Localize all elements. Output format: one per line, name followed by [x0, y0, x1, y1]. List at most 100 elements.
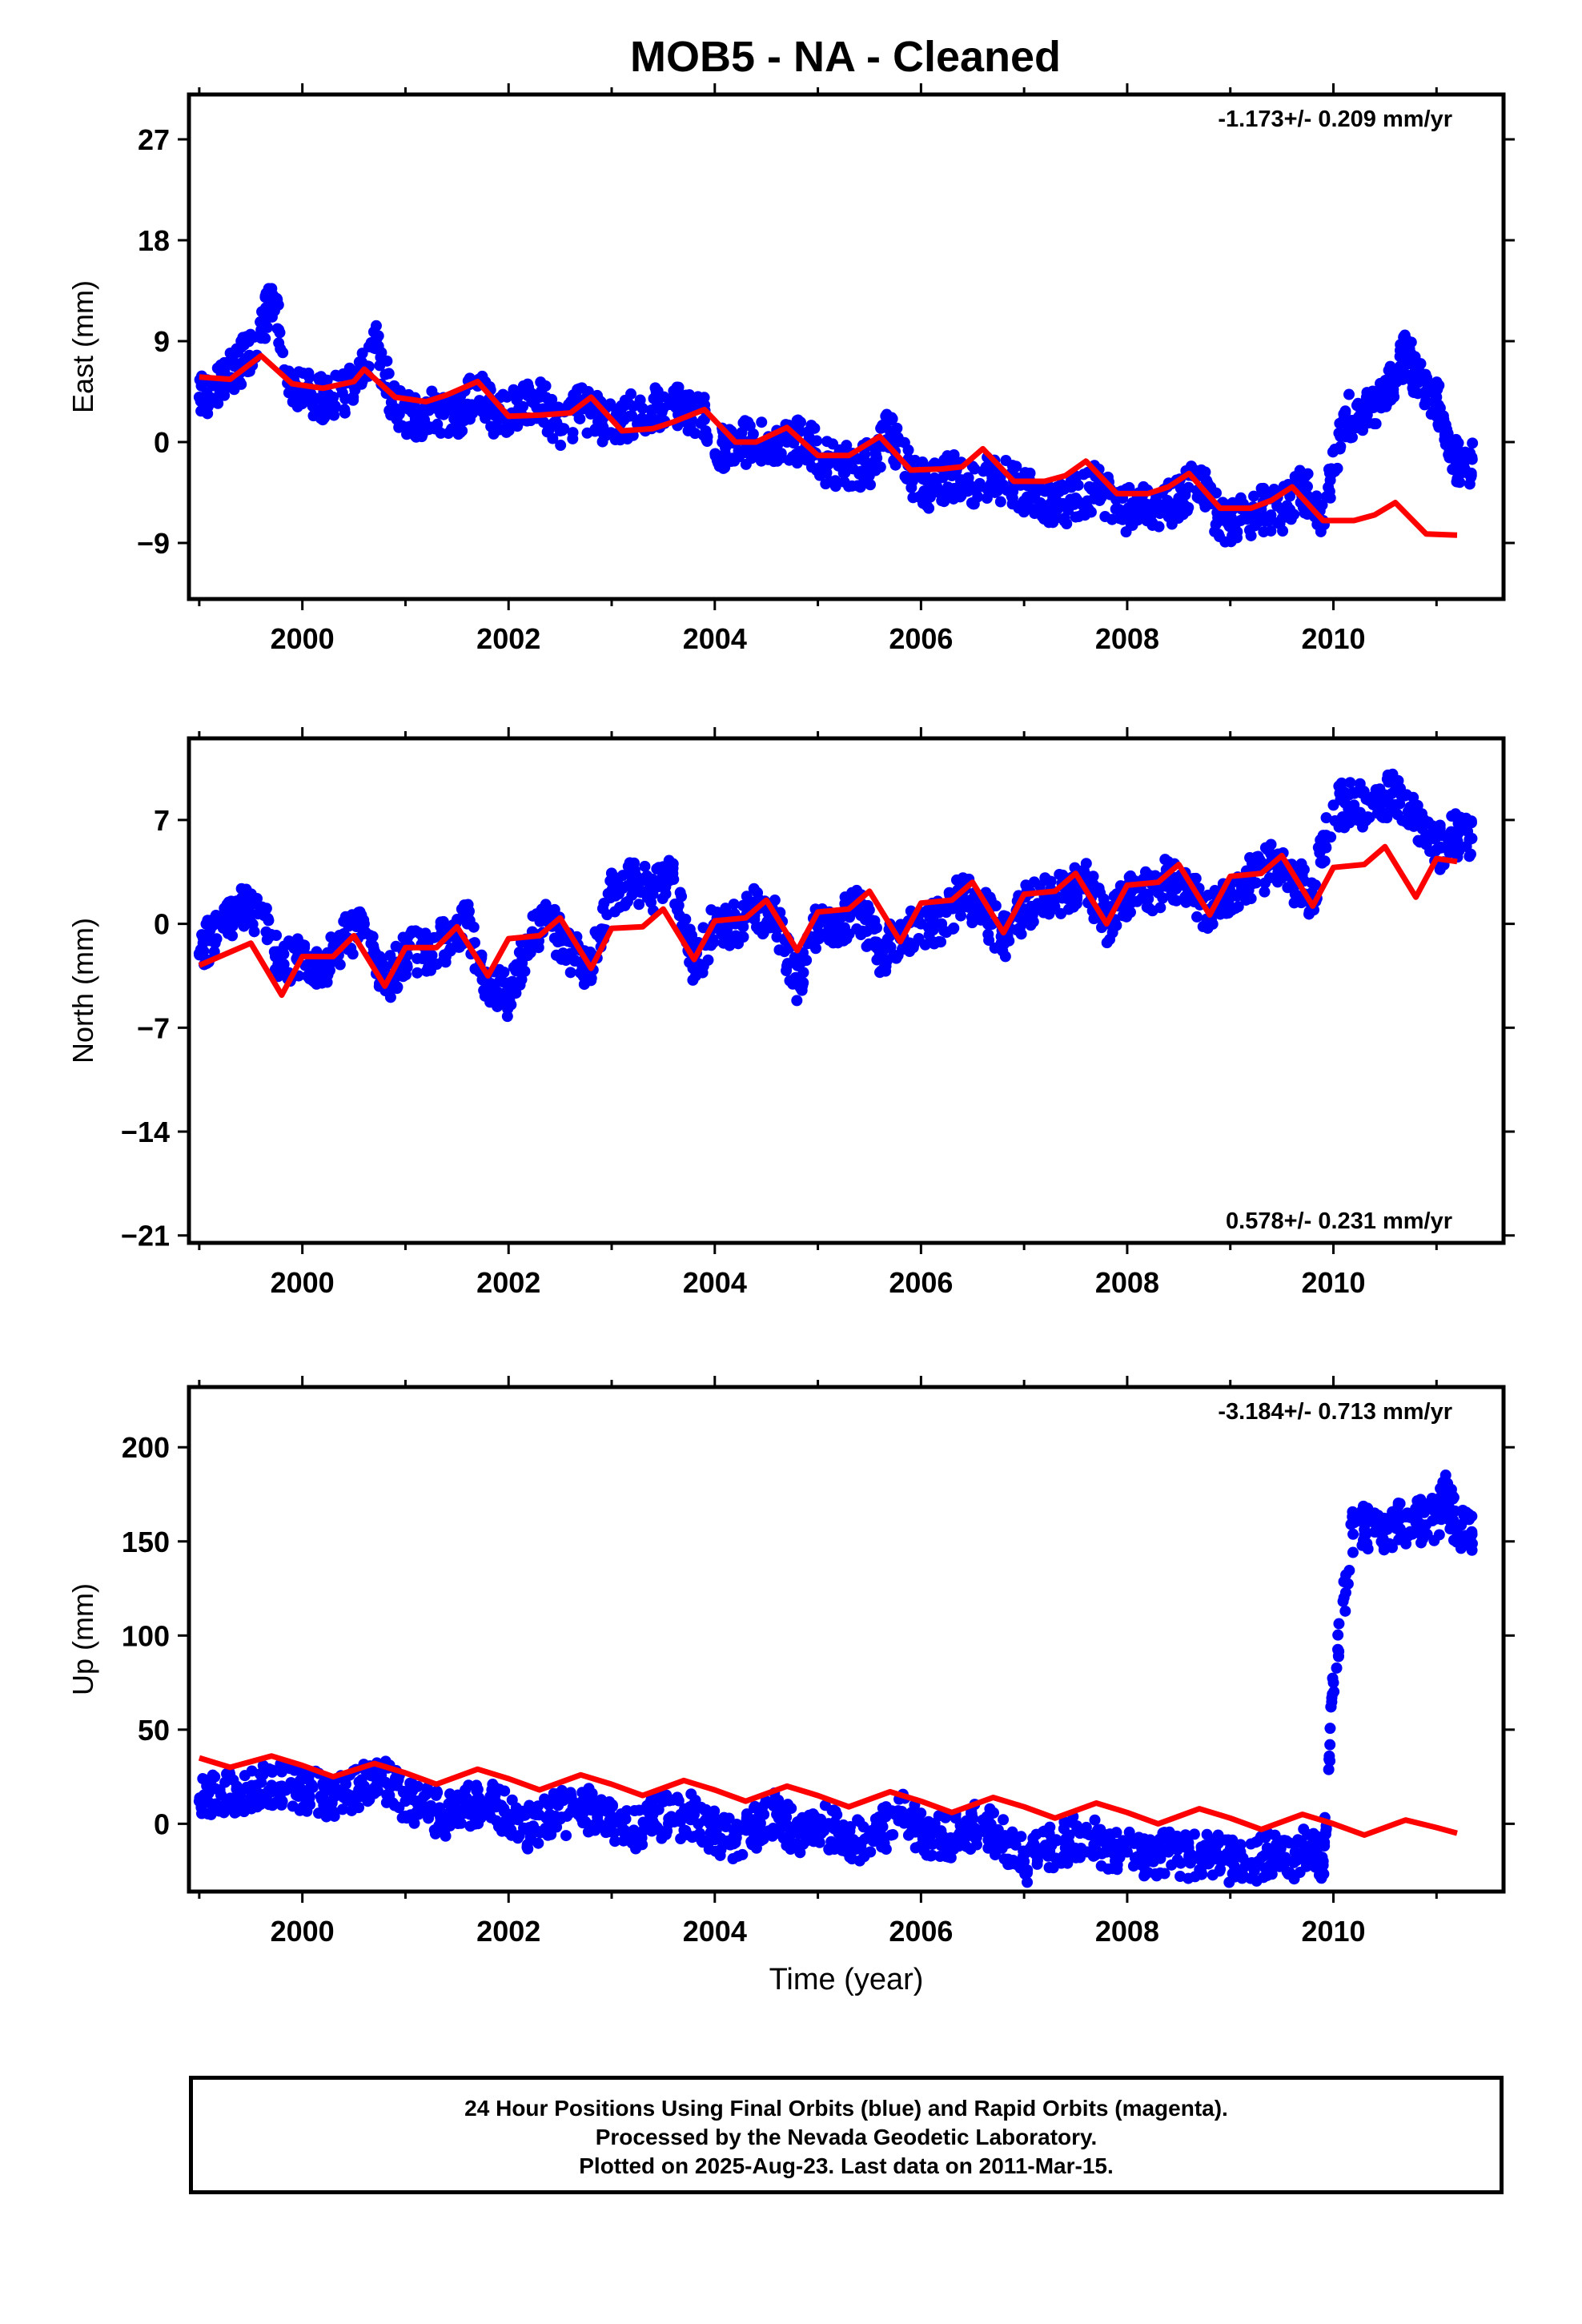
data-point-filler [1299, 470, 1311, 482]
data-point-filler [280, 1784, 292, 1796]
data-point-filler [737, 1848, 749, 1860]
data-point-filler [1089, 1814, 1101, 1826]
data-point-filler [438, 955, 450, 967]
data-point-filler [863, 904, 875, 916]
data-point-filler [925, 910, 937, 922]
x-tick-label: 2010 [1301, 1266, 1365, 1299]
data-point-filler [938, 1831, 950, 1844]
data-point-filler [1170, 883, 1182, 895]
data-point-filler [1320, 491, 1332, 503]
data-point-filler [1138, 506, 1150, 518]
data-point-filler [1288, 1873, 1300, 1885]
data-point-filler [667, 862, 679, 875]
data-point-filler [1380, 374, 1392, 386]
data-point-filler [791, 995, 803, 1007]
data-point-filler [585, 1804, 597, 1816]
data-point-filler [1340, 428, 1352, 440]
data-point-filler [412, 967, 424, 979]
data-point-filler [432, 399, 444, 411]
x-tick-label: 2002 [476, 1266, 540, 1299]
data-point-filler [1166, 1859, 1178, 1871]
x-tick-label: 2004 [683, 1266, 747, 1299]
data-point-filler [1162, 494, 1174, 506]
data-point-filler [444, 403, 456, 415]
data-point-filler [1447, 1491, 1460, 1503]
data-point-filler [1455, 1519, 1467, 1531]
data-point-filler [303, 1774, 315, 1786]
data-point-filler [999, 951, 1011, 963]
data-point-filler [506, 1814, 518, 1826]
data-point-filler [396, 420, 408, 432]
data-point-filler [1317, 830, 1329, 842]
data-point-filler [1359, 1529, 1371, 1541]
data-point-filler [400, 969, 412, 981]
data-point-filler [1076, 498, 1088, 510]
data-point-filler [938, 496, 950, 508]
data-point-filler [793, 419, 805, 431]
data-point-filler [490, 989, 502, 1001]
data-point-filler [1279, 1835, 1291, 1847]
data-point-filler [1044, 1821, 1056, 1833]
data-point-filler [938, 454, 950, 466]
data-point-filler [597, 421, 609, 433]
data-point-filler [1281, 500, 1293, 512]
data-point-filler [416, 412, 428, 424]
data-point-filler [391, 983, 403, 995]
data-point-filler [449, 1798, 461, 1810]
data-point-filler [589, 926, 601, 938]
data-point-filler [524, 947, 536, 959]
data-point-filler [267, 289, 279, 301]
data-point-filler [835, 1831, 847, 1843]
data-point-filler [527, 1820, 539, 1832]
data-point-filler [278, 959, 290, 971]
data-point-filler [1311, 490, 1323, 502]
data-point-filler [256, 1788, 268, 1800]
data-point-filler [463, 1779, 475, 1791]
data-point-filler [584, 408, 596, 420]
data-point-filler [567, 1795, 579, 1807]
data-point-filler [1290, 895, 1302, 907]
data-point-filler [291, 400, 303, 412]
data-point-filler [256, 901, 268, 913]
data-point-filler [549, 1810, 561, 1822]
data-point-filler [885, 1829, 897, 1841]
data-point-filler [498, 967, 510, 979]
data-point-filler [855, 1839, 867, 1852]
data-point-filler [1455, 1542, 1467, 1554]
data-point-filler [1318, 842, 1330, 854]
data-point-filler [1153, 521, 1165, 533]
data-point-filler [565, 947, 577, 959]
data-point-filler [1335, 777, 1347, 789]
data-point-filler [986, 1821, 998, 1833]
data-point-filler [1045, 875, 1057, 887]
x-tick-label: 2006 [889, 1915, 953, 1948]
data-point-filler [1336, 811, 1348, 823]
data-point-filler [697, 922, 709, 934]
data-point-filler [1245, 529, 1257, 541]
data-point-filler [1431, 376, 1443, 388]
data-point-filler [885, 428, 897, 440]
data-point-filler [814, 928, 826, 940]
data-point-filler [1443, 448, 1455, 460]
data-point-filler [821, 467, 833, 479]
data-point-filler [1191, 911, 1203, 923]
data-point-filler [1259, 886, 1271, 898]
data-point-filler [208, 946, 220, 958]
data-point-filler [1093, 1829, 1105, 1841]
data-point-filler [1367, 385, 1379, 397]
data-point-filler [1277, 525, 1289, 537]
data-point-filler [1371, 807, 1383, 819]
y-tick-label: 0 [154, 426, 170, 459]
data-point-filler [1250, 877, 1262, 889]
data-point-filler [243, 349, 255, 361]
data-point-filler [869, 915, 881, 927]
data-point-filler [826, 1805, 838, 1817]
data-point-filler [737, 921, 749, 933]
data-point-filler [1010, 460, 1022, 472]
x-tick-label: 2006 [889, 622, 953, 655]
data-point-filler [827, 438, 839, 450]
data-point-filler [626, 410, 638, 422]
data-point-filler [448, 1815, 460, 1827]
y-tick-label: 0 [154, 1807, 170, 1840]
data-point-filler [1020, 879, 1032, 891]
